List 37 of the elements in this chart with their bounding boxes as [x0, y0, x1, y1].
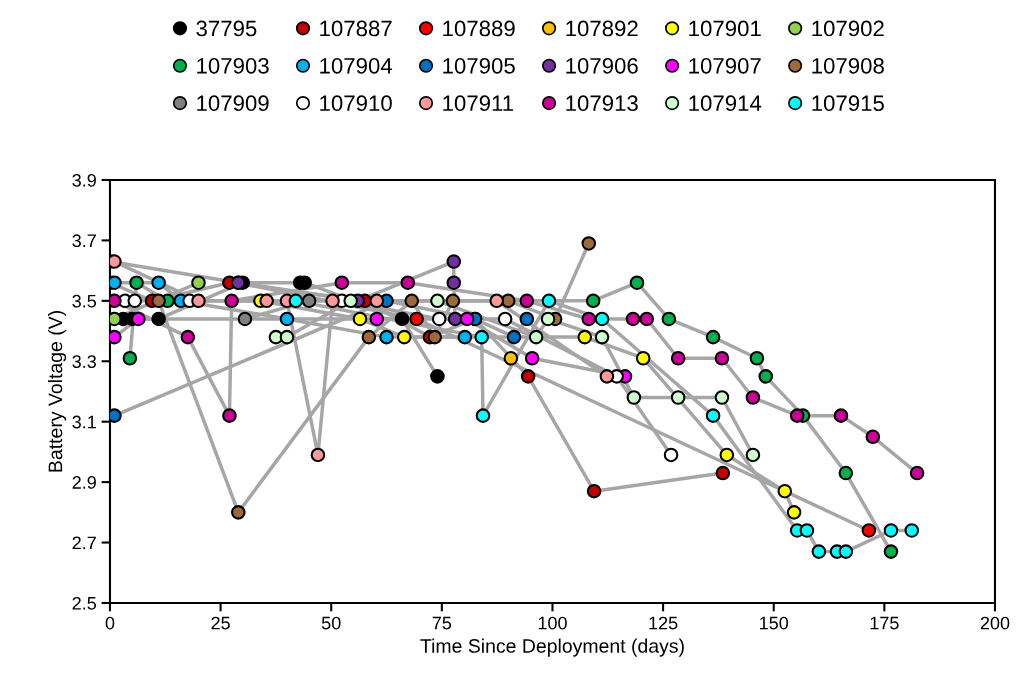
legend-label: 107902: [812, 20, 884, 37]
legend-label: 107904: [320, 57, 393, 74]
legend-label: 107892: [566, 20, 638, 37]
legend-label: 107913: [566, 95, 638, 112]
y-tick-label: 2.9: [72, 476, 96, 489]
legend-label: 107910: [320, 95, 392, 112]
x-tick-label: 50: [321, 616, 341, 630]
legend-label: 107908: [812, 57, 884, 74]
y-tick-label: 3.9: [72, 173, 96, 187]
x-tick-label: 75: [432, 616, 452, 630]
legend-label: 107887: [320, 20, 392, 37]
x-tick-label: 150: [760, 616, 789, 630]
x-tick-label: 100: [538, 616, 567, 630]
y-tick-label: 3.7: [72, 234, 96, 248]
legend-label: 107914: [689, 95, 762, 112]
x-tick-label: 125: [649, 616, 678, 630]
y-tick-label: 3.3: [72, 355, 96, 368]
x-tick-label: 25: [211, 616, 230, 630]
y-tick-label: 2.5: [72, 596, 97, 610]
legend-label: 107915: [812, 95, 884, 112]
legend-label: 107889: [443, 20, 515, 37]
y-axis-title: Battery Voltage (V): [48, 311, 67, 472]
x-tick-label: 0: [105, 616, 115, 630]
x-axis-title: Time Since Deployment (days): [420, 638, 684, 657]
legend-label: 107903: [197, 57, 269, 74]
legend-label: 107907: [689, 57, 761, 74]
y-tick-label: 2.7: [72, 536, 96, 550]
legend-label: 107906: [566, 57, 638, 74]
x-tick-label: 200: [980, 616, 1010, 630]
y-tick-label: 3.5: [72, 294, 97, 308]
legend-label: 37795: [196, 20, 257, 37]
legend-label: 107911: [443, 95, 514, 112]
legend-label: 107905: [443, 57, 515, 74]
legend-label: 107909: [197, 95, 269, 112]
y-tick-label: 3.1: [72, 415, 96, 429]
legend-label: 107901: [689, 20, 761, 37]
x-tick-label: 175: [870, 616, 899, 630]
